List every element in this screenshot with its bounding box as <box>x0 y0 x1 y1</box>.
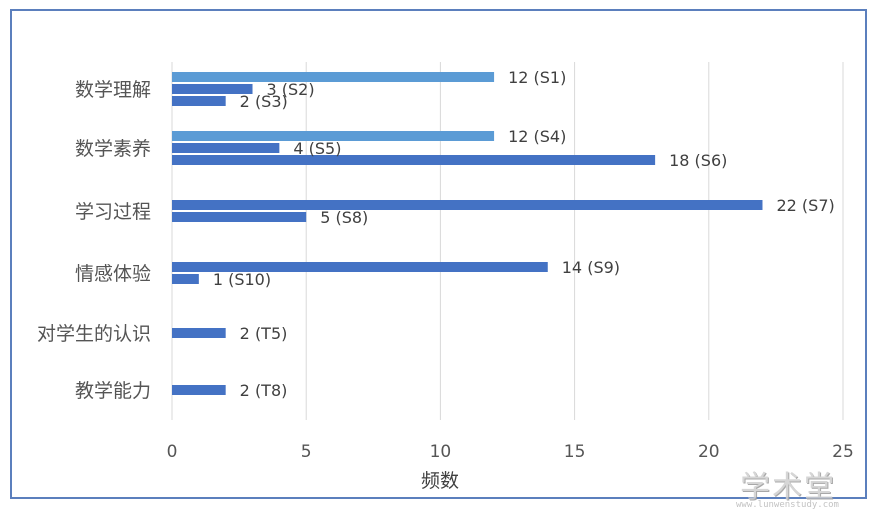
data-label: 18 (S6) <box>669 151 727 170</box>
x-tick-label: 25 <box>832 442 854 462</box>
x-tick-label: 0 <box>167 442 178 462</box>
x-axis-title: 频数 <box>421 470 459 492</box>
data-label: 1 (S10) <box>213 270 271 289</box>
bar <box>172 96 226 106</box>
category-label: 教学能力 <box>75 380 151 402</box>
x-tick-label: 5 <box>301 442 312 462</box>
bars <box>172 72 763 395</box>
bar <box>172 155 656 165</box>
category-label: 学习过程 <box>75 201 151 223</box>
category-label: 数学素养 <box>75 138 151 160</box>
bar <box>172 212 307 222</box>
data-label: 2 (T8) <box>240 381 288 400</box>
x-tick-labels: 0 5 10 15 20 25 <box>167 442 854 462</box>
data-label: 4 (S5) <box>293 139 341 158</box>
data-label: 2 (S3) <box>240 92 288 111</box>
bar <box>172 200 763 210</box>
bar <box>172 131 495 141</box>
data-label: 22 (S7) <box>776 196 834 215</box>
bar <box>172 328 226 338</box>
watermark-main-text: 学术堂 <box>740 470 836 505</box>
x-tick-label: 10 <box>430 442 452 462</box>
watermark-url-text: www.lunwenstudy.com <box>736 500 839 510</box>
bar <box>172 84 253 94</box>
data-labels: 12 (S1) 3 (S2)2 (S3) 12 (S4) 4 (S5) 18 (S6) 2… <box>213 68 835 400</box>
data-label: 12 (S1) <box>508 68 566 87</box>
data-label: 2 (T5) <box>240 324 288 343</box>
bar <box>172 143 280 153</box>
category-label: 情感体验 <box>75 263 151 285</box>
x-tick-label: 20 <box>698 442 720 462</box>
category-label: 对学生的认识 <box>37 323 151 345</box>
chart-frame <box>10 9 867 499</box>
bar <box>172 72 495 82</box>
bar <box>172 274 199 284</box>
bar <box>172 385 226 395</box>
data-label: 5 (S8) <box>320 208 368 227</box>
data-label: 14 (S9) <box>562 258 620 277</box>
watermark-logo: 学术堂 www.lunwenstudy.com <box>736 462 856 514</box>
data-label: 12 (S4) <box>508 127 566 146</box>
grid-lines <box>171 62 844 420</box>
category-label: 数学理解 <box>75 79 151 101</box>
x-tick-label: 15 <box>564 442 586 462</box>
bar <box>172 262 548 272</box>
data-label: 3 (S2) <box>267 80 315 99</box>
